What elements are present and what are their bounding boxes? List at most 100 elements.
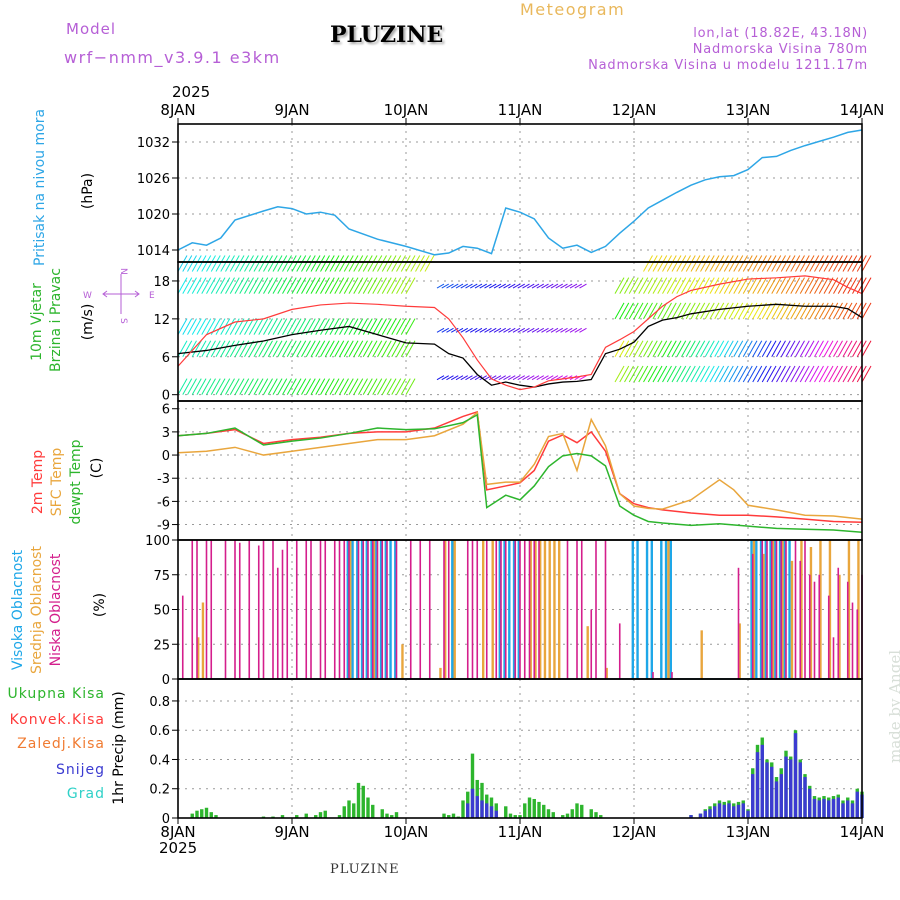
legend-frz: Zaledj.Kisa	[17, 736, 105, 752]
wind-barb	[828, 255, 839, 272]
wind-barb	[215, 277, 226, 294]
wind-barb	[400, 378, 411, 395]
wind-barb	[381, 255, 392, 272]
wind-barb	[386, 378, 397, 395]
wind-barb	[662, 302, 672, 320]
precip-bar	[318, 812, 323, 818]
wind-barb	[291, 318, 302, 335]
wind-barb	[410, 255, 421, 272]
wind-barb	[234, 340, 245, 358]
wind-barb	[229, 277, 240, 294]
wind-barb	[517, 375, 525, 381]
precip-bar	[209, 812, 213, 818]
precip-bar	[827, 800, 831, 818]
wind-barb	[512, 283, 521, 289]
wind-barb	[728, 340, 739, 358]
y-tick-label: 18	[153, 275, 170, 290]
x-label-bottom: 8JAN	[160, 823, 195, 841]
wind-barb	[324, 378, 335, 395]
wind-barb	[790, 365, 801, 383]
wind-barb	[619, 302, 630, 320]
wind-barb	[814, 365, 824, 383]
wind-barb	[771, 302, 782, 320]
wind-barb	[305, 255, 316, 272]
wind-barb	[315, 340, 326, 358]
wind-barb	[286, 340, 297, 358]
precip-bar	[451, 813, 456, 818]
wind-barb	[310, 340, 321, 358]
wind-barb	[267, 340, 278, 358]
wind-barb	[719, 302, 729, 320]
precip-bar	[755, 752, 760, 818]
wind-barb	[479, 375, 487, 381]
x-label-bottom: 11JAN	[498, 823, 543, 841]
wind-barb	[396, 255, 406, 272]
x-label-bottom: 14JAN	[840, 823, 885, 841]
wind-barb	[541, 283, 549, 289]
wind-barb	[177, 340, 188, 358]
precip-bar	[808, 788, 812, 818]
wind-barb	[852, 365, 862, 383]
wind-barb	[372, 340, 383, 358]
wind-barb	[704, 340, 715, 358]
wind-barb	[652, 255, 663, 272]
wind-barb	[809, 340, 820, 358]
wind-barb	[263, 378, 273, 395]
wind-barb	[310, 378, 321, 395]
wind-barb	[527, 375, 535, 381]
wind-barb	[790, 277, 801, 294]
wind-barb	[628, 365, 639, 383]
wind-barb	[334, 255, 345, 272]
wind-barb	[527, 283, 535, 289]
y-tick-label: -6	[157, 495, 170, 510]
wind-barb	[714, 302, 725, 320]
wind-barb	[628, 340, 639, 358]
precip-bar	[789, 759, 793, 818]
wind-barb	[377, 340, 387, 358]
wind-barb	[546, 375, 554, 381]
precip-bar	[466, 803, 470, 818]
x-label-top: 11JAN	[498, 101, 543, 119]
wind-barb	[733, 255, 744, 272]
precip-bar	[371, 804, 375, 818]
wind-barb	[220, 340, 231, 358]
wind-barb	[676, 277, 687, 294]
wind-barb	[372, 318, 383, 335]
wind-barb	[818, 340, 829, 358]
wind-barb	[282, 318, 292, 335]
precip-bar	[546, 809, 551, 818]
wind-barb	[728, 302, 739, 320]
wind-barb	[776, 277, 786, 294]
wind-barb	[624, 277, 634, 294]
wind-barb	[657, 277, 668, 294]
wind-barb	[253, 255, 264, 272]
wind-barb	[220, 277, 231, 294]
precip-bar	[713, 806, 717, 818]
x-label-top: 14JAN	[840, 101, 885, 119]
x-label-top: 9JAN	[274, 101, 309, 119]
wind-barb	[296, 277, 307, 294]
wind-barb	[329, 340, 340, 358]
wind-barb	[267, 318, 278, 335]
wind-barb	[225, 378, 235, 395]
wind-barb	[614, 302, 625, 320]
wind-barb	[282, 340, 292, 358]
wind-barb	[244, 378, 254, 395]
wind-barb	[685, 340, 696, 358]
wind-barb	[201, 318, 212, 335]
wind-barb	[400, 255, 411, 272]
wind-barb	[624, 302, 634, 320]
wind-barb	[761, 277, 772, 294]
wind-barb	[334, 318, 345, 335]
wind-barb	[286, 277, 297, 294]
wind-barb	[324, 340, 335, 358]
wind-barb	[272, 378, 283, 395]
wind-barb	[229, 340, 240, 358]
panel-2: -9 -6 -3 0 3 6	[157, 401, 862, 540]
wind-barb	[619, 277, 630, 294]
wind-barb	[685, 255, 696, 272]
wind-barb	[662, 277, 672, 294]
wind-barb	[353, 378, 364, 395]
meteogram-label: Meteogram	[520, 0, 626, 19]
y-tick-label: 1020	[137, 208, 170, 223]
